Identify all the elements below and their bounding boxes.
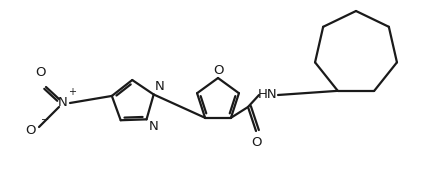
- Text: O: O: [213, 64, 223, 77]
- Text: O: O: [252, 136, 262, 149]
- Text: N: N: [155, 81, 165, 94]
- Text: HN: HN: [258, 89, 277, 102]
- Text: O: O: [35, 66, 45, 79]
- Text: −: −: [41, 115, 49, 125]
- Text: N: N: [58, 96, 68, 109]
- Text: O: O: [26, 124, 36, 137]
- Text: N: N: [149, 120, 158, 133]
- Text: +: +: [68, 87, 76, 97]
